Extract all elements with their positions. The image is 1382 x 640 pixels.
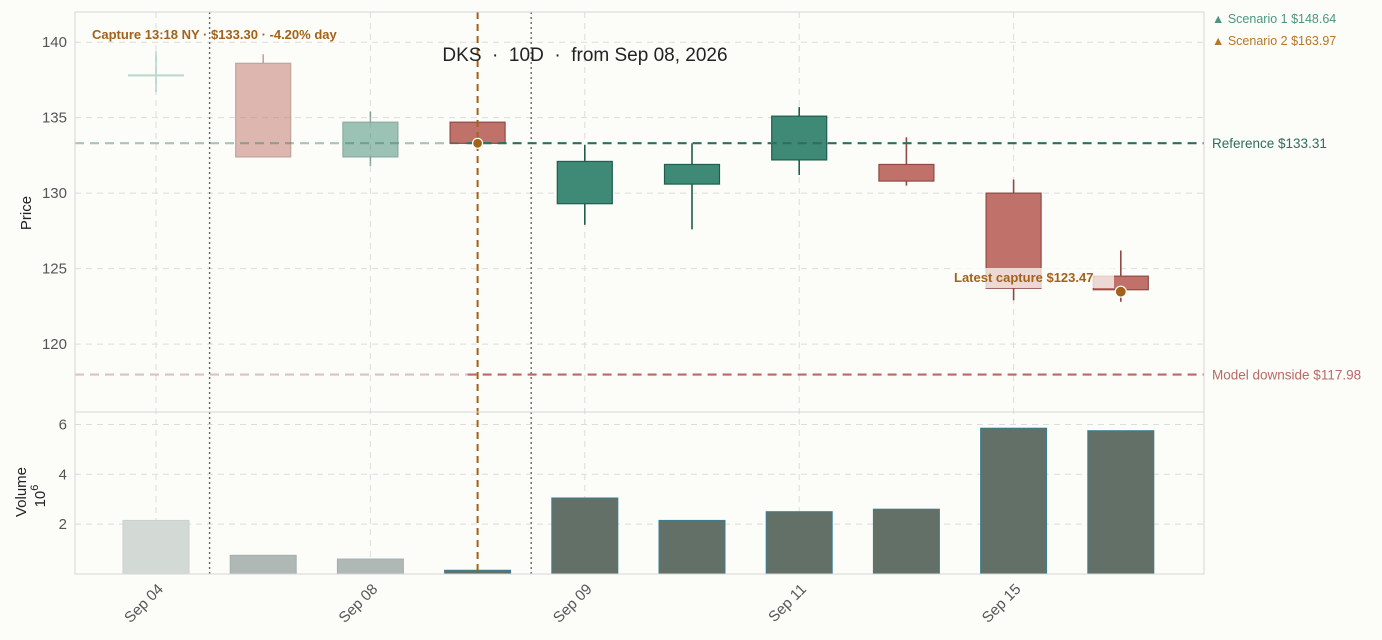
volume-bar xyxy=(872,508,940,575)
price-tick-label: 135 xyxy=(42,110,67,127)
x-tick-label: Sep 15 xyxy=(979,581,1025,627)
capture-dot xyxy=(472,137,484,149)
reference-line-label: Reference $133.31 xyxy=(1212,136,1327,151)
price-tick-label: 140 xyxy=(42,34,67,51)
volume-bar xyxy=(551,497,619,575)
candle xyxy=(878,137,935,186)
x-tick-label: Sep 04 xyxy=(121,581,167,627)
volume-bar xyxy=(658,519,726,575)
volume-bar xyxy=(229,554,297,575)
volume-bar xyxy=(122,519,190,575)
volume-axis-multiplier: 106 xyxy=(29,485,49,508)
legend: ▲ Scenario 1 $148.64 ▲ Scenario 2 $163.97 xyxy=(1212,12,1336,48)
reference-line-label: Model downside $117.98 xyxy=(1212,368,1361,383)
volume-bar xyxy=(1087,430,1155,575)
volume-axis-label: Volume 106 xyxy=(13,467,49,517)
candle-body xyxy=(556,160,613,205)
candle xyxy=(556,144,613,225)
volume-panel-frame xyxy=(74,411,1205,575)
price-tick-label: 120 xyxy=(42,336,67,353)
capture-label: Capture 13:18 NY · $133.30 · -4.20% day xyxy=(92,27,337,42)
candle xyxy=(771,107,828,176)
price-tick-label: 125 xyxy=(42,261,67,278)
candle-body xyxy=(342,121,399,158)
candles xyxy=(128,51,1149,302)
volume-tick-label: 4 xyxy=(59,466,67,483)
candle xyxy=(128,51,184,92)
candle xyxy=(342,111,399,166)
volume-tick-label: 6 xyxy=(59,416,67,433)
price-axis-label: Price xyxy=(18,196,35,230)
session-separators xyxy=(208,12,532,574)
price-tick-label: 130 xyxy=(42,185,67,202)
latest-capture-dot xyxy=(1114,285,1127,298)
candle xyxy=(663,143,721,230)
x-tick-label: Sep 09 xyxy=(550,581,596,627)
candle-body xyxy=(235,62,292,158)
latest-capture-label: Latest capture $123.47 xyxy=(954,270,1093,285)
volume-multiplier-base: 10 xyxy=(32,491,49,508)
volume-multiplier-exp: 6 xyxy=(29,485,41,491)
volume-bar xyxy=(765,511,833,575)
volume-bar xyxy=(336,558,404,575)
capture-markers: Capture 13:18 NY · $133.30 · -4.20% day L… xyxy=(92,12,1127,574)
volume-tick-label: 2 xyxy=(59,516,67,533)
chart-title: DKS · 10D · from Sep 08, 2026 xyxy=(442,45,727,66)
latest-capture-label-bg xyxy=(950,268,1114,288)
x-tick-label: Sep 08 xyxy=(336,581,382,627)
legend-item: ▲ Scenario 2 $163.97 xyxy=(1212,34,1336,48)
reference-lines: Reference $133.31 Model downside $117.98 xyxy=(75,136,1361,383)
candle-body xyxy=(663,163,721,185)
x-tick-label: Sep 11 xyxy=(765,581,810,626)
volume-bar xyxy=(980,427,1048,575)
candle xyxy=(235,54,292,158)
legend-item: ▲ Scenario 1 $148.64 xyxy=(1212,12,1336,26)
candle-body xyxy=(878,163,935,182)
volume-bars xyxy=(122,427,1155,575)
volume-axis-label-text: Volume xyxy=(13,467,30,517)
candle-body xyxy=(771,115,828,161)
